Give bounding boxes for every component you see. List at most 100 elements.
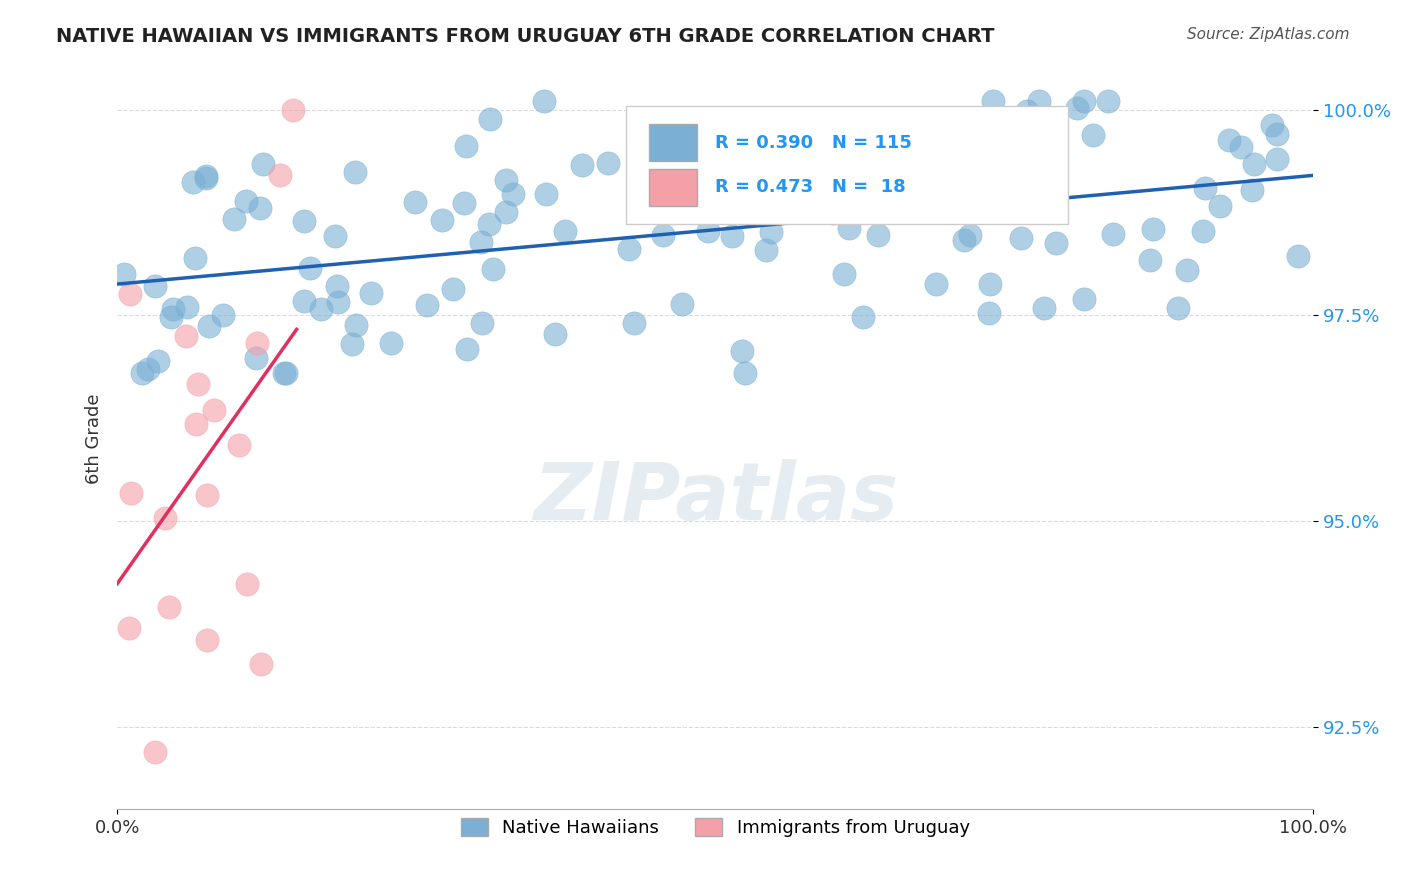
Point bbox=[212, 308, 235, 322]
Point bbox=[1028, 95, 1050, 109]
Point bbox=[157, 599, 180, 614]
Point bbox=[981, 95, 1004, 109]
Point bbox=[136, 361, 159, 376]
Point bbox=[195, 171, 218, 186]
Y-axis label: 6th Grade: 6th Grade bbox=[86, 393, 103, 484]
Point bbox=[281, 103, 304, 117]
Point bbox=[1073, 95, 1095, 109]
Point bbox=[1142, 221, 1164, 235]
Point bbox=[1028, 116, 1050, 130]
Point bbox=[1102, 227, 1125, 242]
Point bbox=[246, 335, 269, 350]
Point bbox=[1265, 127, 1288, 141]
Point bbox=[1243, 156, 1265, 170]
FancyBboxPatch shape bbox=[650, 169, 697, 205]
Point bbox=[184, 417, 207, 431]
Point bbox=[249, 201, 271, 215]
Point bbox=[825, 116, 848, 130]
Point bbox=[714, 169, 737, 184]
Point bbox=[470, 235, 492, 249]
Point bbox=[325, 279, 347, 293]
Point bbox=[671, 297, 693, 311]
Point bbox=[160, 310, 183, 324]
Point bbox=[454, 139, 477, 153]
Point bbox=[755, 244, 778, 258]
Point bbox=[120, 287, 142, 301]
Point bbox=[181, 175, 204, 189]
Point bbox=[340, 336, 363, 351]
Point bbox=[198, 319, 221, 334]
Point bbox=[838, 220, 860, 235]
Point bbox=[898, 138, 921, 153]
Point bbox=[495, 204, 517, 219]
Point bbox=[1073, 292, 1095, 306]
Point bbox=[1230, 139, 1253, 153]
Text: R = 0.390   N = 115: R = 0.390 N = 115 bbox=[716, 134, 912, 152]
Point bbox=[292, 293, 315, 308]
Point bbox=[430, 213, 453, 227]
Point bbox=[979, 277, 1001, 292]
Point bbox=[269, 169, 291, 183]
Point bbox=[596, 155, 619, 169]
Point bbox=[1191, 224, 1213, 238]
Point bbox=[470, 316, 492, 330]
Point bbox=[721, 229, 744, 244]
Point bbox=[202, 403, 225, 417]
Point bbox=[328, 295, 350, 310]
Point bbox=[924, 277, 946, 291]
Point bbox=[479, 112, 502, 127]
Point bbox=[1010, 231, 1032, 245]
Point bbox=[174, 328, 197, 343]
Point bbox=[235, 194, 257, 208]
Point bbox=[863, 198, 886, 212]
Point bbox=[118, 621, 141, 635]
Point bbox=[222, 211, 245, 226]
Point bbox=[979, 306, 1001, 320]
Point bbox=[1218, 133, 1240, 147]
Point bbox=[868, 227, 890, 242]
Point bbox=[823, 206, 845, 220]
Point bbox=[1261, 118, 1284, 132]
Text: R = 0.473   N =  18: R = 0.473 N = 18 bbox=[716, 178, 905, 196]
Point bbox=[728, 158, 751, 172]
Point bbox=[143, 278, 166, 293]
Point bbox=[360, 286, 382, 301]
Point bbox=[187, 377, 209, 392]
Point bbox=[759, 226, 782, 240]
Point bbox=[228, 438, 250, 452]
Point bbox=[482, 261, 505, 276]
Point bbox=[544, 326, 567, 341]
FancyBboxPatch shape bbox=[626, 105, 1069, 224]
Point bbox=[1241, 183, 1264, 197]
Point bbox=[343, 164, 366, 178]
Point bbox=[236, 577, 259, 591]
Point bbox=[814, 182, 837, 196]
Point bbox=[274, 366, 297, 380]
Point bbox=[731, 343, 754, 358]
Point bbox=[1265, 152, 1288, 166]
Point bbox=[1177, 263, 1199, 277]
Point bbox=[176, 301, 198, 315]
Point bbox=[245, 351, 267, 365]
Point bbox=[252, 157, 274, 171]
Point bbox=[299, 260, 322, 275]
Point bbox=[869, 204, 891, 219]
Text: ZIPatlas: ZIPatlas bbox=[533, 459, 898, 537]
Point bbox=[953, 233, 976, 247]
Point bbox=[250, 657, 273, 671]
Point bbox=[1286, 249, 1309, 263]
Point bbox=[495, 173, 517, 187]
Point bbox=[323, 228, 346, 243]
Point bbox=[273, 366, 295, 380]
Text: Source: ZipAtlas.com: Source: ZipAtlas.com bbox=[1187, 27, 1350, 42]
Point bbox=[1017, 104, 1039, 119]
Point bbox=[623, 316, 645, 330]
Point bbox=[699, 118, 721, 132]
Point bbox=[344, 318, 367, 332]
Point bbox=[292, 213, 315, 227]
Point bbox=[184, 251, 207, 265]
Point bbox=[571, 158, 593, 172]
Point bbox=[441, 282, 464, 296]
Point bbox=[952, 194, 974, 209]
FancyBboxPatch shape bbox=[650, 124, 697, 161]
